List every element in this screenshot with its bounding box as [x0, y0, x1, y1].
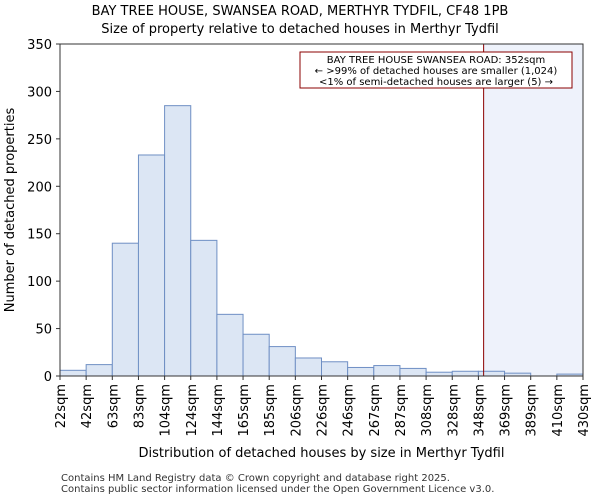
y-tick-label: 0 [44, 370, 52, 385]
x-tick-label: 328sqm [446, 384, 461, 437]
x-tick-label: 104sqm [159, 384, 174, 437]
y-tick-label: 250 [27, 133, 52, 148]
bar-328sqm [451, 370, 479, 377]
bar-63sqm [111, 242, 139, 377]
bar-22sqm [59, 369, 87, 377]
bar-42sqm [85, 364, 113, 377]
x-tick-label: 369sqm [499, 384, 514, 437]
footer-licence: Contains public sector information licen… [61, 484, 495, 495]
bar-226sqm [321, 361, 349, 377]
x-tick-label: 267sqm [368, 384, 383, 437]
chart-subtitle: Size of property relative to detached ho… [101, 22, 499, 37]
y-tick-label: 50 [35, 323, 52, 338]
x-tick-label: 63sqm [106, 384, 121, 428]
x-tick-label: 185sqm [263, 384, 278, 437]
bar-144sqm [216, 313, 244, 377]
bar-83sqm [137, 154, 166, 377]
y-tick-label: 300 [27, 85, 52, 100]
y-axis-label: Number of detached properties [3, 108, 18, 313]
x-tick-label: 42sqm [80, 384, 95, 428]
x-tick-label: 348sqm [472, 384, 487, 437]
x-tick-label: 389sqm [525, 384, 540, 437]
x-tick-label: 410sqm [551, 384, 566, 437]
annotation-line-3: <1% of semi-detached houses are larger (… [319, 77, 553, 88]
y-tick-label: 350 [27, 38, 52, 53]
x-tick-label: 308sqm [420, 384, 435, 437]
bar-308sqm [425, 371, 453, 377]
y-tick-label: 100 [27, 275, 52, 290]
highlight-region [483, 44, 583, 376]
y-tick-label: 200 [27, 180, 52, 195]
bar-348sqm [477, 370, 506, 377]
bar-124sqm [190, 239, 218, 377]
x-tick-label: 287sqm [394, 384, 409, 437]
footer-copyright: Contains HM Land Registry data © Crown c… [61, 473, 450, 484]
annotation-line-1: BAY TREE HOUSE SWANSEA ROAD: 352sqm [327, 55, 545, 66]
x-tick-label: 144sqm [211, 384, 226, 437]
annotation-box: BAY TREE HOUSE SWANSEA ROAD: 352sqm ← >9… [299, 51, 573, 89]
bar-267sqm [373, 365, 401, 377]
bar-165sqm [242, 333, 270, 377]
annotation-frame [299, 51, 573, 89]
bar-287sqm [399, 367, 427, 377]
annotation-line-2: ← >99% of detached houses are smaller (1… [315, 66, 558, 77]
x-tick-label: 165sqm [237, 384, 252, 437]
x-tick-label: 226sqm [316, 384, 331, 437]
bar-246sqm [347, 366, 375, 377]
bar-206sqm [294, 357, 323, 377]
x-tick-label: 124sqm [185, 384, 200, 437]
x-tick-label: 206sqm [289, 384, 304, 437]
bar-185sqm [268, 346, 296, 377]
x-tick-label: 246sqm [342, 384, 357, 437]
x-tick-label: 22sqm [54, 384, 69, 428]
y-tick-label: 150 [27, 228, 52, 243]
x-axis-label: Distribution of detached houses by size … [139, 446, 505, 461]
bar-104sqm [164, 105, 192, 377]
chart-title: BAY TREE HOUSE, SWANSEA ROAD, MERTHYR TY… [91, 4, 509, 19]
x-tick-label: 83sqm [132, 384, 147, 428]
x-tick-label: 430sqm [577, 384, 592, 437]
